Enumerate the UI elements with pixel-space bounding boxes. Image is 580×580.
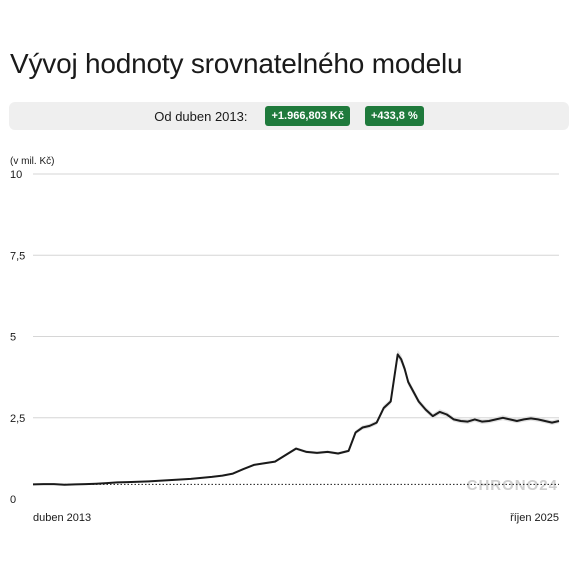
summary-bar: Od duben 2013: +1.966,803 Kč +433,8 % (9, 102, 569, 130)
series-line (32, 353, 560, 486)
summary-label: Od duben 2013: (154, 108, 248, 124)
y-tick-label: 2,5 (10, 413, 25, 425)
x-axis-end-label: říjen 2025 (510, 512, 559, 524)
change-percent-badge: +433,8 % (364, 106, 424, 126)
y-tick-label: 5 (10, 332, 16, 344)
y-ticks: 0 2,5 5 7,5 10 (10, 169, 25, 506)
y-tick-label: 10 (10, 169, 22, 181)
x-axis-start-label: duben 2013 (33, 512, 91, 524)
y-tick-label: 7,5 (10, 250, 25, 262)
y-axis-label: (v mil. Kč) (10, 156, 54, 167)
y-tick-label: 0 (10, 494, 16, 506)
value-range-band (33, 350, 559, 486)
grid-lines (33, 173, 559, 419)
watermark-logo: CHRONO24 (467, 477, 558, 494)
chart-title: Vývoj hodnoty srovnatelného modelu (10, 48, 463, 79)
value-chart: (v mil. Kč) 0 2,5 5 7,5 10 CHRONO24 duben 20… (10, 156, 560, 524)
change-amount-badge: +1.966,803 Kč (265, 106, 350, 126)
